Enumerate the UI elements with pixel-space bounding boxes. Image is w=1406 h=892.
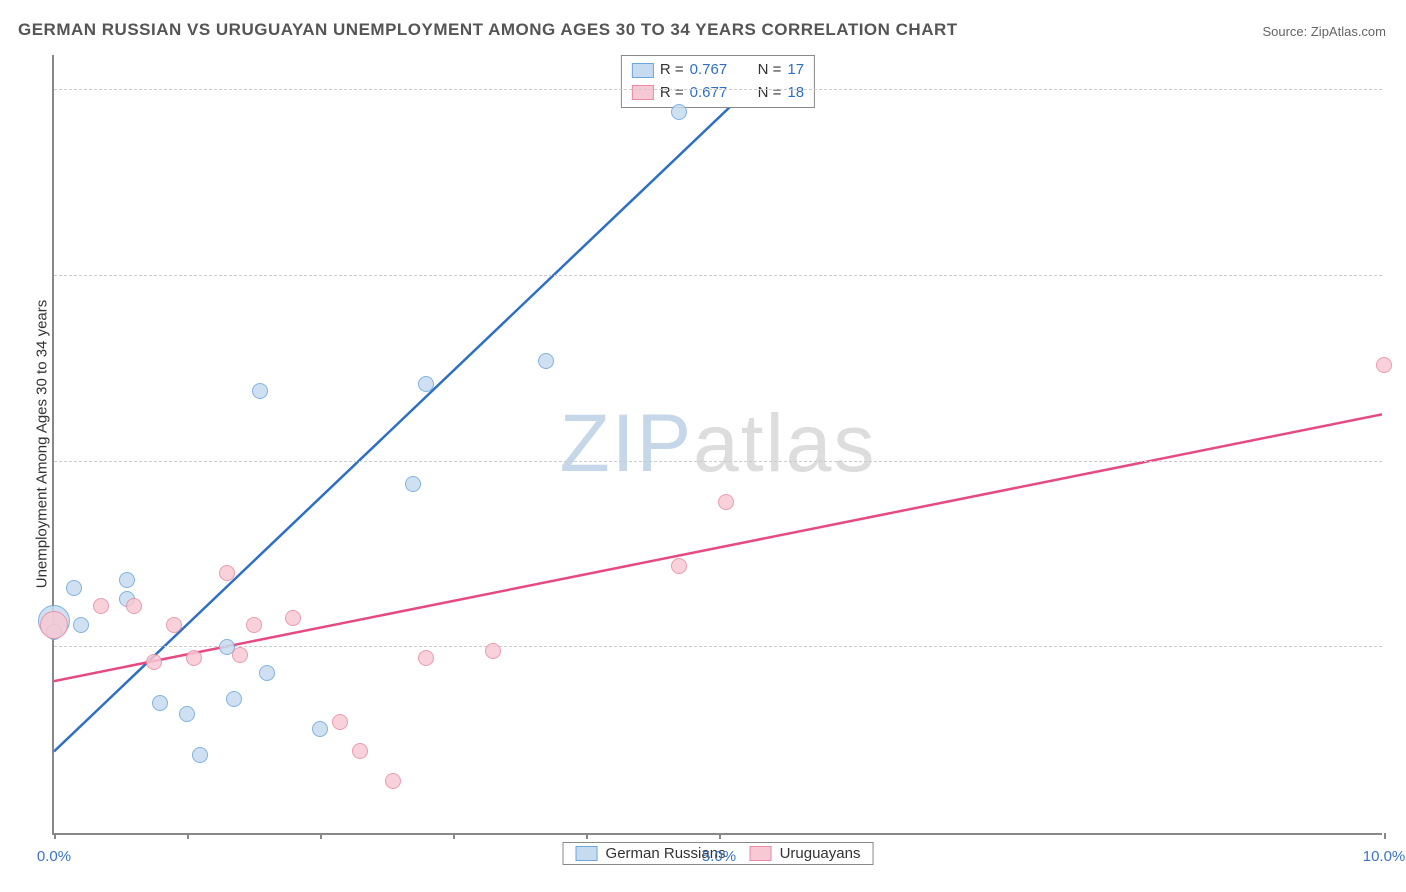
scatter-point-german_russians [73,617,89,633]
scatter-point-uruguayans [285,610,301,626]
x-tick-mark [320,833,322,839]
x-tick-label: 5.0% [702,848,736,865]
y-tick-label: 10.0% [1392,453,1406,470]
y-axis-label: Unemployment Among Ages 30 to 34 years [34,300,51,589]
scatter-point-german_russians [259,665,275,681]
scatter-point-german_russians [418,376,434,392]
gridline [54,646,1382,647]
series-name: Uruguayans [780,845,861,862]
scatter-point-uruguayans [671,558,687,574]
scatter-point-uruguayans [352,743,368,759]
chart-title: GERMAN RUSSIAN VS URUGUAYAN UNEMPLOYMENT… [18,20,958,40]
x-tick-mark [187,833,189,839]
scatter-point-uruguayans [40,611,68,639]
correlation-row-uruguayans: R = 0.677 N =18 [632,82,804,105]
chart-container: GERMAN RUSSIAN VS URUGUAYAN UNEMPLOYMENT… [0,0,1406,892]
scatter-point-german_russians [252,383,268,399]
x-tick-label: 10.0% [1363,848,1406,865]
source-link[interactable]: ZipAtlas.com [1311,24,1386,39]
x-tick-mark [54,833,56,839]
scatter-point-uruguayans [93,598,109,614]
gridline [54,461,1382,462]
scatter-point-german_russians [66,580,82,596]
scatter-point-uruguayans [485,643,501,659]
scatter-point-uruguayans [219,565,235,581]
scatter-point-german_russians [538,353,554,369]
scatter-point-german_russians [312,721,328,737]
legend-swatch [576,846,598,861]
scatter-point-uruguayans [1376,357,1392,373]
n-label: N = [758,59,782,82]
scatter-point-uruguayans [166,617,182,633]
x-tick-mark [586,833,588,839]
r-value: 0.767 [690,59,740,82]
n-value: 18 [787,82,804,105]
y-tick-label: 5.0% [1392,639,1406,656]
x-tick-mark [719,833,721,839]
scatter-point-uruguayans [126,598,142,614]
y-tick-label: 15.0% [1392,267,1406,284]
series-legend-item-uruguayans: Uruguayans [750,845,861,862]
scatter-point-uruguayans [718,494,734,510]
trend-line-uruguayans [54,414,1382,681]
scatter-point-uruguayans [332,714,348,730]
scatter-point-german_russians [671,104,687,120]
watermark-zip: ZIP [560,398,694,489]
gridline [54,275,1382,276]
scatter-point-german_russians [226,691,242,707]
scatter-point-uruguayans [246,617,262,633]
gridline [54,89,1382,90]
correlation-row-german_russians: R = 0.767 N =17 [632,59,804,82]
scatter-point-german_russians [119,572,135,588]
n-label: N = [758,82,782,105]
scatter-point-uruguayans [232,647,248,663]
scatter-point-uruguayans [418,650,434,666]
x-tick-label: 0.0% [37,848,71,865]
trend-lines-layer [54,55,1382,833]
scatter-point-uruguayans [146,654,162,670]
r-label: R = [660,82,684,105]
legend-swatch [750,846,772,861]
scatter-point-german_russians [192,747,208,763]
source-prefix: Source: [1262,24,1310,39]
r-label: R = [660,59,684,82]
r-value: 0.677 [690,82,740,105]
scatter-point-uruguayans [385,773,401,789]
plot-area: Unemployment Among Ages 30 to 34 years Z… [52,55,1382,835]
y-tick-label: 20.0% [1392,82,1406,99]
legend-swatch [632,85,654,100]
scatter-point-german_russians [152,695,168,711]
watermark: ZIPatlas [560,397,877,491]
x-tick-mark [1384,833,1386,839]
scatter-point-german_russians [179,706,195,722]
scatter-point-uruguayans [186,650,202,666]
watermark-atlas: atlas [693,398,876,489]
correlation-legend: R = 0.767 N =17 R = 0.677 N =18 [621,55,815,108]
x-tick-mark [453,833,455,839]
scatter-point-german_russians [405,476,421,492]
source-attribution: Source: ZipAtlas.com [1262,24,1386,39]
legend-swatch [632,63,654,78]
n-value: 17 [787,59,804,82]
